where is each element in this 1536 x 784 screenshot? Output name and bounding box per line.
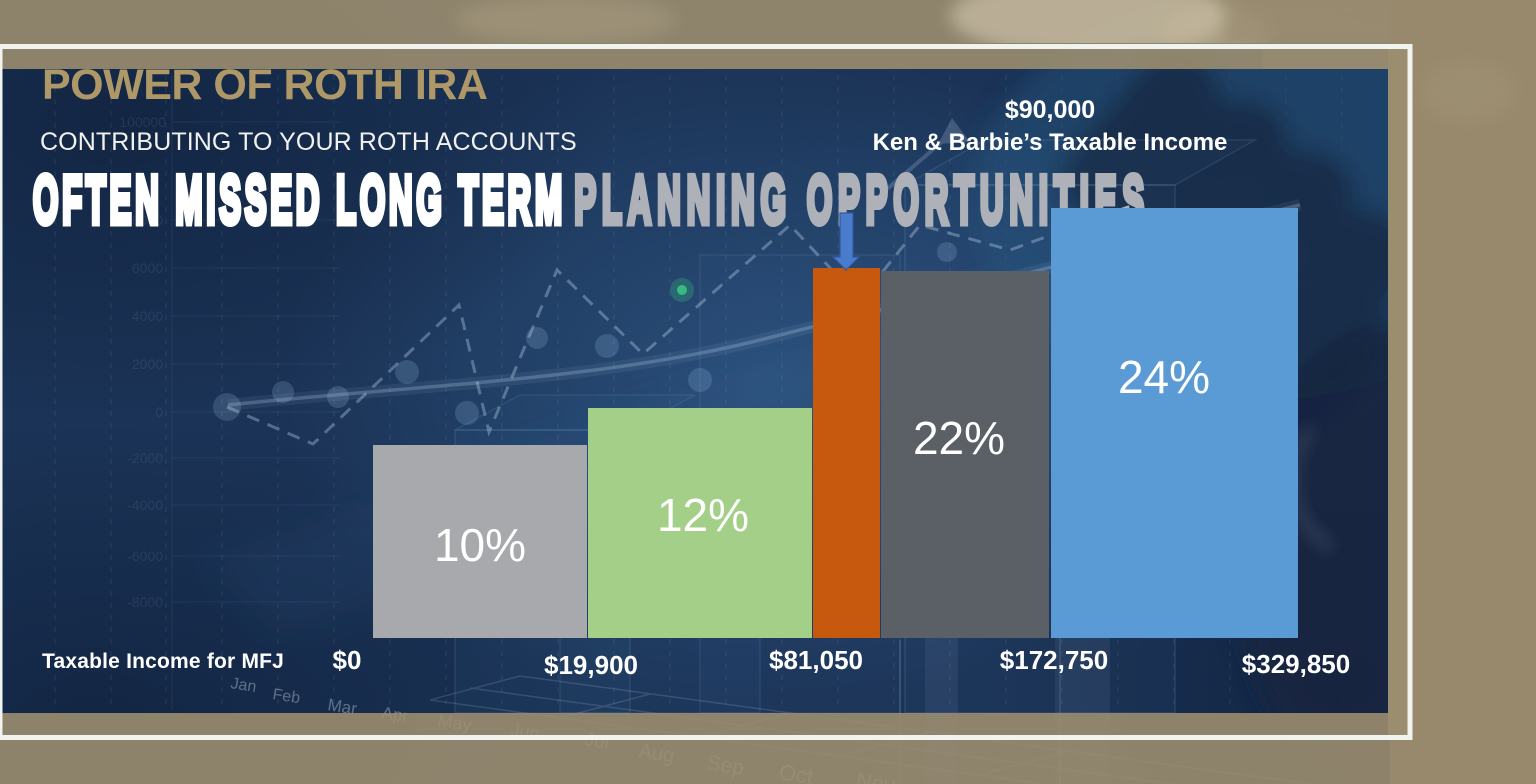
svg-text:6000: 6000 xyxy=(132,260,163,276)
svg-text:Feb: Feb xyxy=(271,686,301,707)
svg-text:100000: 100000 xyxy=(119,114,166,130)
svg-text:-8000: -8000 xyxy=(127,594,163,610)
svg-text:8000: 8000 xyxy=(132,212,163,228)
svg-text:-4000: -4000 xyxy=(127,497,163,513)
svg-text:OFTEN MISSED LONG TERM: OFTEN MISSED LONG TERM xyxy=(33,163,566,238)
svg-text:PLANNING OPPORTUNITIES: PLANNING OPPORTUNITIES xyxy=(574,163,1150,238)
svg-text:2000: 2000 xyxy=(132,356,163,372)
svg-text:Jan: Jan xyxy=(229,675,257,696)
svg-text:0: 0 xyxy=(155,404,163,420)
svg-text:Mar: Mar xyxy=(326,695,358,718)
svg-text:-6000: -6000 xyxy=(127,548,163,564)
svg-text:-2000: -2000 xyxy=(127,450,163,466)
svg-text:4000: 4000 xyxy=(132,308,163,324)
